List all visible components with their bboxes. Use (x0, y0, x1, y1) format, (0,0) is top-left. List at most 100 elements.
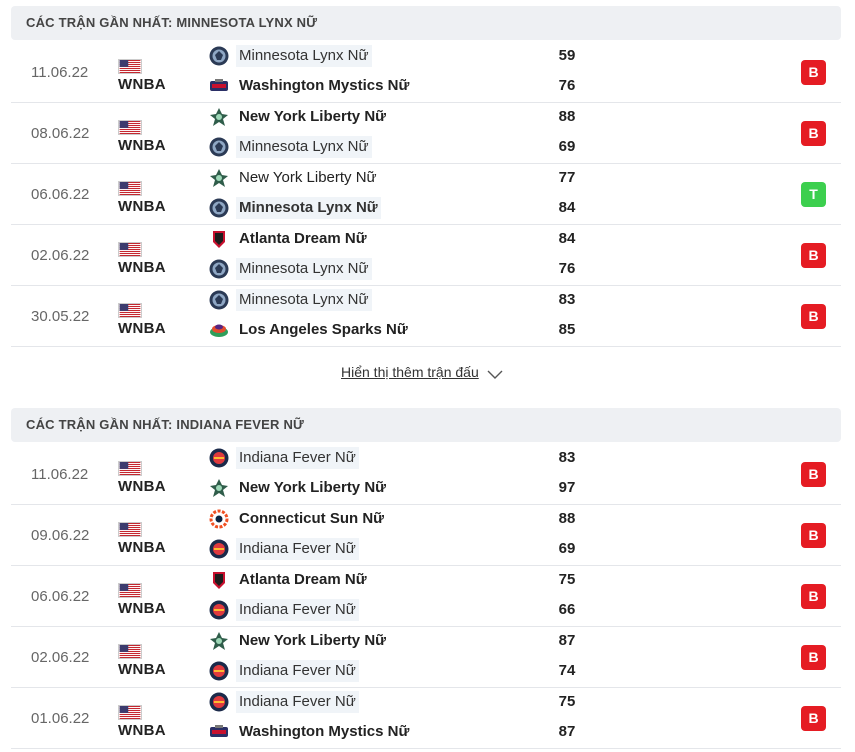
result-badge: B (801, 584, 826, 609)
team-name: New York Liberty Nữ (239, 632, 387, 649)
home-score: 59 (558, 47, 576, 64)
match-date: 06.06.22 (31, 186, 90, 203)
team-name: Washington Mystics Nữ (239, 77, 410, 94)
home-team[interactable]: Atlanta Dream Nữ (209, 227, 370, 251)
fever-logo-icon (209, 661, 229, 681)
home-score: 83 (558, 449, 576, 466)
league-label: WNBA (118, 137, 166, 154)
usa-flag-icon (118, 242, 142, 257)
result-badge: B (801, 60, 826, 85)
match-row[interactable]: 06.06.22 WNBA New York Liberty Nữ Minnes… (11, 164, 841, 225)
match-row[interactable]: 02.06.22 WNBA Atlanta Dream Nữ Minnesota… (11, 225, 841, 286)
fever-logo-icon (209, 539, 229, 559)
team-name: Minnesota Lynx Nữ (236, 197, 381, 219)
result-badge: B (801, 121, 826, 146)
usa-flag-icon (118, 181, 142, 196)
usa-flag-icon (118, 644, 142, 659)
usa-flag-icon (118, 583, 142, 598)
liberty-logo-icon (209, 478, 229, 498)
away-team[interactable]: Minnesota Lynx Nữ (209, 135, 372, 159)
home-score: 87 (558, 632, 576, 649)
home-team[interactable]: Indiana Fever Nữ (209, 690, 359, 714)
away-score: 74 (558, 662, 576, 679)
away-score: 76 (558, 260, 576, 277)
away-team[interactable]: Washington Mystics Nữ (209, 74, 412, 98)
away-team[interactable]: Washington Mystics Nữ (209, 720, 412, 744)
team-name: Indiana Fever Nữ (236, 599, 359, 621)
show-more-matches-link[interactable]: Hiển thị thêm trận đấu (341, 364, 503, 380)
mystics-logo-icon (209, 722, 229, 742)
home-team[interactable]: Minnesota Lynx Nữ (209, 288, 372, 312)
team-name: New York Liberty Nữ (239, 108, 387, 125)
match-row[interactable]: 11.06.22 WNBA Minnesota Lynx Nữ Washingt… (11, 42, 841, 103)
usa-flag-icon (118, 522, 142, 537)
home-team[interactable]: New York Liberty Nữ (209, 166, 380, 190)
result-badge: B (801, 462, 826, 487)
liberty-logo-icon (209, 107, 229, 127)
away-score: 87 (558, 723, 576, 740)
league-label: WNBA (118, 320, 166, 337)
league-label: WNBA (118, 76, 166, 93)
team-name: Minnesota Lynx Nữ (236, 289, 372, 311)
away-score: 69 (558, 138, 576, 155)
team-name: Minnesota Lynx Nữ (236, 136, 372, 158)
league-label: WNBA (118, 259, 166, 276)
home-team[interactable]: New York Liberty Nữ (209, 629, 389, 653)
league-label: WNBA (118, 600, 166, 617)
home-score: 77 (558, 169, 576, 186)
league-label: WNBA (118, 198, 166, 215)
team-name: Minnesota Lynx Nữ (236, 45, 372, 67)
lynx-logo-icon (209, 259, 229, 279)
lynx-logo-icon (209, 290, 229, 310)
away-score: 84 (558, 199, 576, 216)
match-row[interactable]: 01.06.22 WNBA Indiana Fever Nữ Washingto… (11, 688, 841, 749)
away-score: 69 (558, 540, 576, 557)
show-more-label: Hiển thị thêm trận đấu (341, 364, 479, 380)
home-score: 88 (558, 510, 576, 527)
home-team[interactable]: Atlanta Dream Nữ (209, 568, 370, 592)
result-badge: T (801, 182, 826, 207)
usa-flag-icon (118, 120, 142, 135)
match-date: 01.06.22 (31, 710, 90, 727)
away-team[interactable]: Minnesota Lynx Nữ (209, 196, 381, 220)
away-team[interactable]: Indiana Fever Nữ (209, 537, 359, 561)
away-score: 66 (558, 601, 576, 618)
match-row[interactable]: 09.06.22 WNBA Connecticut Sun Nữ Indiana… (11, 505, 841, 566)
match-row[interactable]: 11.06.22 WNBA Indiana Fever Nữ New York … (11, 444, 841, 505)
team-name: Indiana Fever Nữ (236, 660, 359, 682)
away-team[interactable]: Indiana Fever Nữ (209, 598, 359, 622)
home-team[interactable]: Connecticut Sun Nữ (209, 507, 387, 531)
away-team[interactable]: Indiana Fever Nữ (209, 659, 359, 683)
result-badge: B (801, 523, 826, 548)
usa-flag-icon (118, 461, 142, 476)
home-score: 88 (558, 108, 576, 125)
lynx-logo-icon (209, 46, 229, 66)
match-row[interactable]: 30.05.22 WNBA Minnesota Lynx Nữ Los Ange… (11, 286, 841, 347)
mystics-logo-icon (209, 76, 229, 96)
home-team[interactable]: New York Liberty Nữ (209, 105, 389, 129)
chevron-down-icon (487, 367, 503, 379)
match-date: 02.06.22 (31, 247, 90, 264)
team-name: Minnesota Lynx Nữ (236, 258, 372, 280)
league-label: WNBA (118, 722, 166, 739)
usa-flag-icon (118, 705, 142, 720)
team-name: Atlanta Dream Nữ (239, 571, 367, 588)
dream-logo-icon (209, 570, 229, 590)
result-badge: B (801, 645, 826, 670)
dream-logo-icon (209, 229, 229, 249)
away-score: 97 (558, 479, 576, 496)
match-date: 09.06.22 (31, 527, 90, 544)
result-badge: B (801, 304, 826, 329)
home-team[interactable]: Indiana Fever Nữ (209, 446, 359, 470)
match-row[interactable]: 06.06.22 WNBA Atlanta Dream Nữ Indiana F… (11, 566, 841, 627)
team-name: Indiana Fever Nữ (236, 691, 359, 713)
result-badge: B (801, 243, 826, 268)
sparks-logo-icon (209, 320, 229, 340)
home-team[interactable]: Minnesota Lynx Nữ (209, 44, 372, 68)
away-team[interactable]: New York Liberty Nữ (209, 476, 389, 500)
liberty-logo-icon (209, 168, 229, 188)
away-team[interactable]: Los Angeles Sparks Nữ (209, 318, 411, 342)
match-row[interactable]: 08.06.22 WNBA New York Liberty Nữ Minnes… (11, 103, 841, 164)
match-row[interactable]: 02.06.22 WNBA New York Liberty Nữ Indian… (11, 627, 841, 688)
away-team[interactable]: Minnesota Lynx Nữ (209, 257, 372, 281)
